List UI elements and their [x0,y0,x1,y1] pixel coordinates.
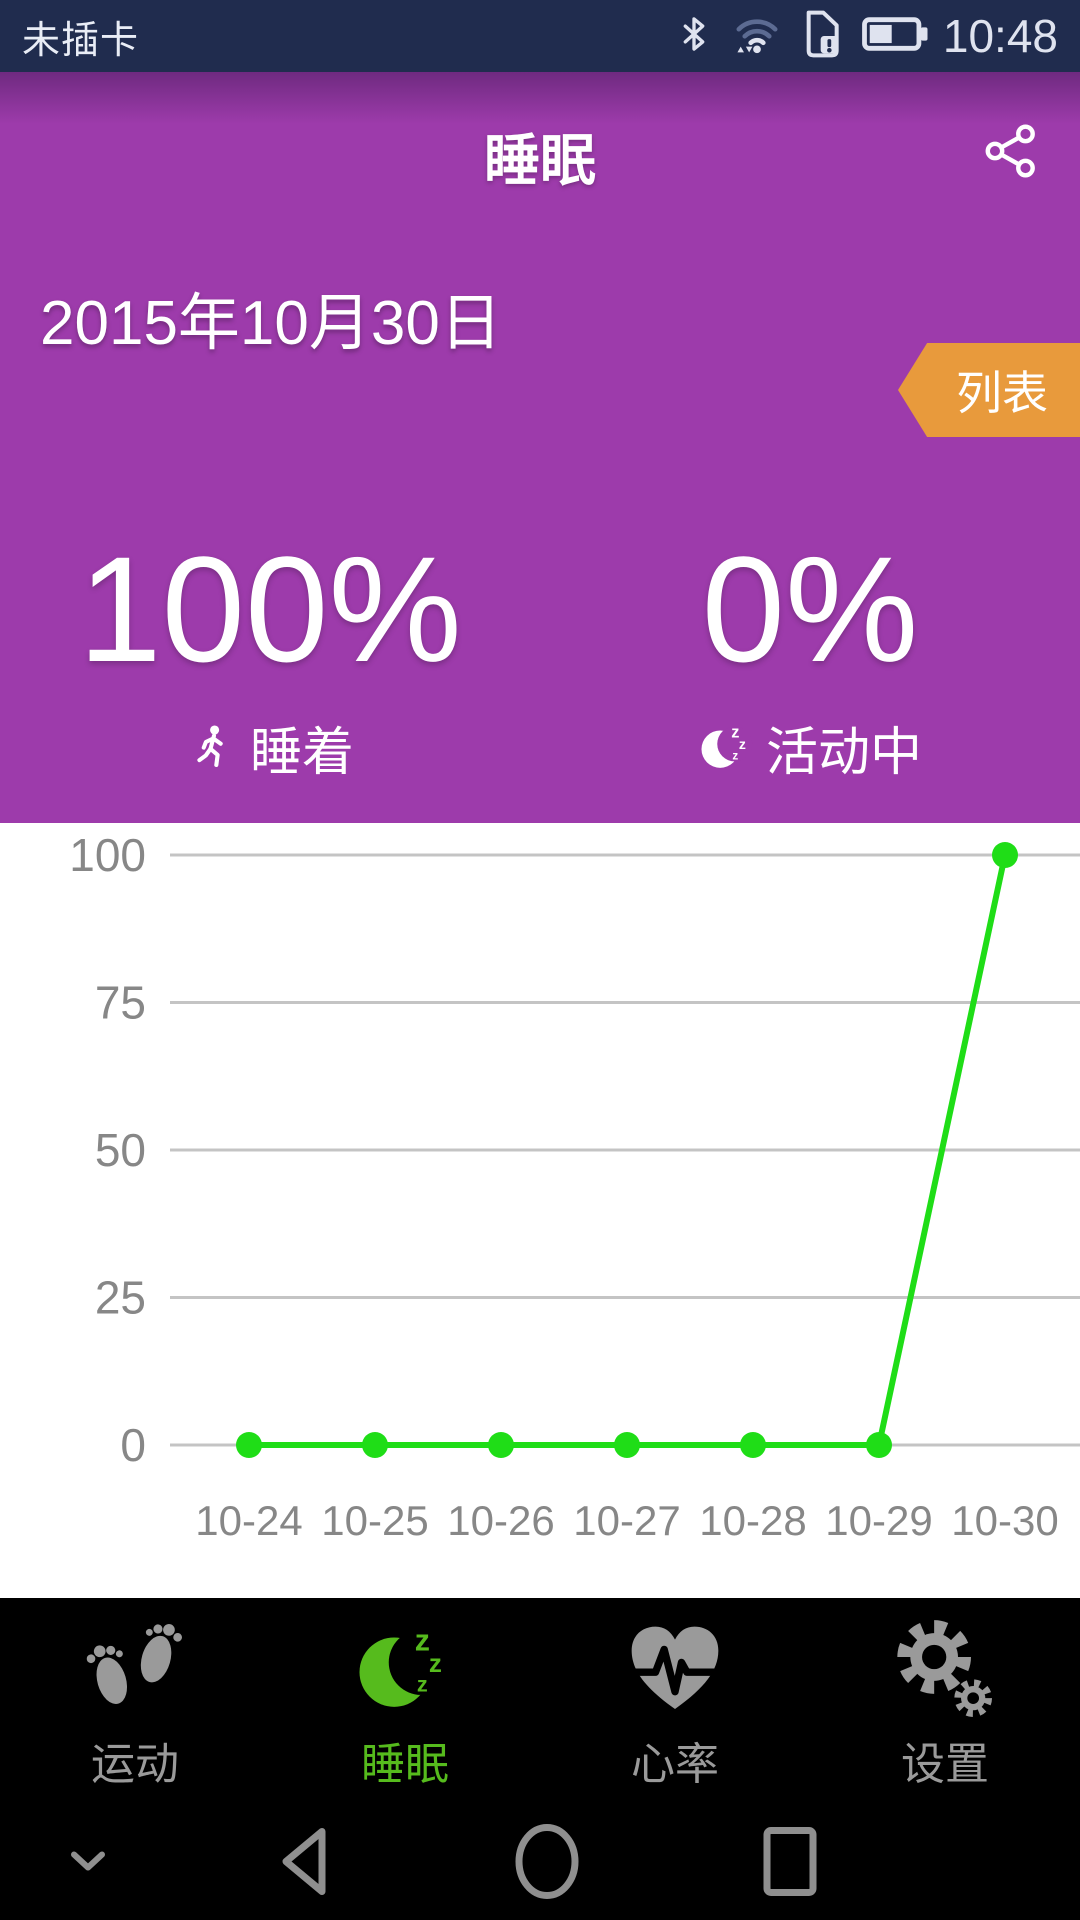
asleep-percentage: 100% [78,525,462,693]
app-bottom-nav: 运动 z z z 睡眠 心率 [0,1598,1080,1808]
walker-icon [186,720,238,776]
svg-text:z: z [415,1625,430,1658]
back-button[interactable] [272,1824,338,1905]
active-percentage: 0% [701,525,919,693]
nav-item-sport[interactable]: 运动 [0,1598,270,1808]
share-button[interactable] [980,120,1042,182]
active-label: 活动中 [765,724,922,782]
footprints-icon [83,1614,187,1726]
collapse-chevron-icon[interactable] [62,1847,114,1882]
svg-text:10-29: 10-29 [825,1497,932,1544]
wifi-icon [731,11,783,62]
svg-text:75: 75 [95,977,146,1029]
sim-card-alert-icon [801,10,843,63]
nav-item-sleep[interactable]: z z z 睡眠 [270,1598,540,1808]
svg-text:z: z [731,723,739,741]
date-label: 2015年10月30日 [40,289,502,358]
sleep-header: 睡眠 2015年10月30日 列表 100% [0,72,1080,823]
svg-text:100: 100 [69,829,146,881]
svg-text:10-25: 10-25 [321,1497,428,1544]
list-view-button-label: 列表 [956,367,1048,419]
carrier-label: 未插卡 [22,19,140,62]
svg-text:10-27: 10-27 [573,1497,680,1544]
svg-text:z: z [429,1648,442,1678]
stat-asleep: 100% [0,527,540,785]
svg-text:z: z [417,1672,428,1697]
bluetooth-icon [675,12,713,61]
moon-zzz-icon: z z z [353,1614,457,1726]
svg-text:10-24: 10-24 [195,1497,302,1544]
svg-text:25: 25 [95,1272,146,1324]
svg-text:0: 0 [120,1419,146,1471]
nav-item-settings[interactable]: 设置 [810,1598,1080,1808]
nav-item-label: 心率 [631,1740,719,1789]
nav-item-label: 睡眠 [361,1740,449,1789]
page-title: 睡眠 [484,129,596,192]
share-icon [980,124,1042,186]
svg-text:10-28: 10-28 [699,1497,806,1544]
sleep-stats: 100% [0,527,1080,785]
nav-item-heartrate[interactable]: 心率 [540,1598,810,1808]
status-bar: 未插卡 [0,0,1080,72]
clock-label: 10:48 [942,10,1058,62]
svg-text:50: 50 [95,1124,146,1176]
nav-item-label: 运动 [91,1740,179,1789]
home-button[interactable] [512,1822,582,1907]
svg-text:z: z [739,736,746,752]
gears-icon [893,1614,997,1726]
recents-button[interactable] [760,1824,820,1905]
moon-zzz-icon: z z z [698,720,754,776]
nav-item-label: 设置 [901,1740,989,1789]
heart-pulse-icon [623,1614,727,1726]
battery-icon [861,13,931,60]
svg-text:10-30: 10-30 [951,1497,1058,1544]
status-bar-icons [675,10,931,63]
svg-text:10-26: 10-26 [447,1497,554,1544]
asleep-label: 睡着 [249,724,354,782]
svg-text:z: z [732,749,738,762]
list-view-button[interactable]: 列表 [898,343,1080,437]
system-nav-bar [0,1808,1080,1920]
sleep-week-chart: 0 25 50 75 100 10-24 10-25 10-26 10-27 10-28 10-29… [0,823,1080,1598]
stat-active: 0% z z z 活动中 [540,527,1080,785]
